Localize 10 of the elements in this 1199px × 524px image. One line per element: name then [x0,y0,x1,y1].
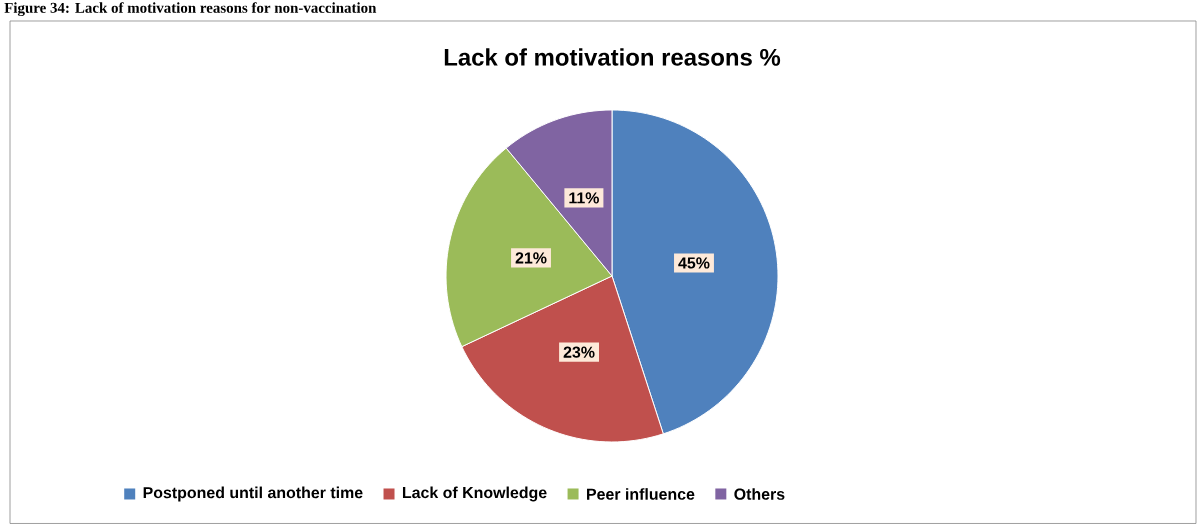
caption: Figure 34: Lack of motivation reasons for non-vaccination [4,2,377,17]
chart-title: Lack of motivation reasons % [444,48,781,66]
data-label: 45% [678,257,710,269]
legend-label: Peer influence [587,488,695,500]
legend-label: Lack of Knowledge [402,486,547,502]
data-label: 23% [563,346,595,358]
data-label: 21% [515,252,547,264]
legend-label: Others [734,488,785,500]
legend-label: Postponed until another time [143,486,363,502]
data-label: 11% [569,192,599,204]
